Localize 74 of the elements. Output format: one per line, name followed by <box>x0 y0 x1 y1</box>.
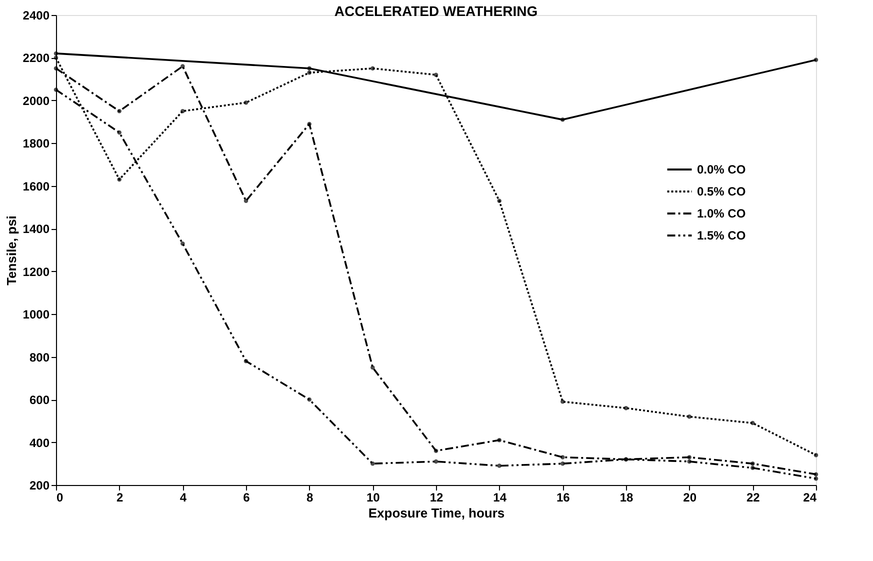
x-tick-label: 10 <box>366 490 380 504</box>
y-tick-label: 600 <box>29 393 50 408</box>
point <box>750 466 755 470</box>
y-tick-label: 1800 <box>22 136 50 151</box>
x-tick-label: 16 <box>556 490 570 504</box>
y-tick-label: 200 <box>29 478 50 492</box>
point <box>244 198 248 203</box>
x-tick-label: 22 <box>746 490 760 504</box>
y-tick-label: 2200 <box>22 51 50 66</box>
point <box>750 420 755 426</box>
point <box>497 464 502 468</box>
point <box>497 438 502 442</box>
point <box>624 406 628 410</box>
x-tick-label: 18 <box>620 490 634 504</box>
y-tick-label: 2000 <box>22 94 50 108</box>
point <box>814 58 818 62</box>
point <box>434 72 438 77</box>
point <box>687 414 692 419</box>
point <box>180 109 185 114</box>
point <box>560 462 565 466</box>
point <box>560 400 565 404</box>
x-axis-title: Exposure Time, hours <box>368 506 505 520</box>
point <box>560 455 565 460</box>
point <box>434 448 438 453</box>
y-tick-label: 400 <box>29 436 50 450</box>
point <box>244 358 248 364</box>
y-tick-label: 1200 <box>22 264 50 279</box>
point <box>370 462 375 466</box>
point <box>307 397 312 402</box>
legend-label: 1.0% CO <box>697 206 746 220</box>
point <box>307 70 312 75</box>
point <box>624 457 628 462</box>
y-tick-label: 1400 <box>22 222 50 236</box>
point <box>307 122 312 126</box>
y-tick-label: 1600 <box>22 179 50 194</box>
legend-label: 0.0% CO <box>697 162 746 176</box>
point <box>244 100 248 105</box>
point <box>307 66 312 71</box>
point <box>434 459 438 464</box>
legend-label: 1.5% CO <box>697 228 746 242</box>
point <box>54 56 58 60</box>
point <box>180 241 185 246</box>
point <box>180 64 185 68</box>
point <box>54 51 58 56</box>
x-tick-label: 0 <box>56 490 64 504</box>
y-tick-label: 2400 <box>22 8 50 22</box>
x-tick-label: 8 <box>306 490 314 504</box>
point <box>560 118 565 122</box>
point <box>814 472 818 476</box>
chart-title: ACCELERATED WEATHERING <box>334 3 538 19</box>
point <box>687 455 692 460</box>
point <box>370 66 375 71</box>
point <box>117 130 122 135</box>
point <box>687 459 692 464</box>
point <box>117 109 122 114</box>
y-tick-label: 800 <box>29 350 50 364</box>
point <box>497 198 502 203</box>
x-tick-label: 24 <box>803 490 817 504</box>
y-axis-title: Tensile, psi <box>4 216 19 286</box>
point <box>117 177 122 182</box>
point <box>814 476 818 481</box>
x-tick-label: 6 <box>243 490 250 504</box>
x-tick-label: 12 <box>430 490 444 504</box>
point <box>54 88 58 92</box>
point <box>54 66 58 71</box>
legend-label: 0.5% CO <box>697 184 746 198</box>
x-tick-label: 14 <box>493 490 507 504</box>
y-tick-label: 1000 <box>22 308 50 322</box>
x-tick-label: 4 <box>180 490 187 504</box>
point <box>370 365 375 370</box>
x-tick-label: 20 <box>683 490 697 504</box>
point <box>814 452 818 458</box>
x-tick-label: 2 <box>116 490 124 504</box>
point <box>750 462 755 466</box>
